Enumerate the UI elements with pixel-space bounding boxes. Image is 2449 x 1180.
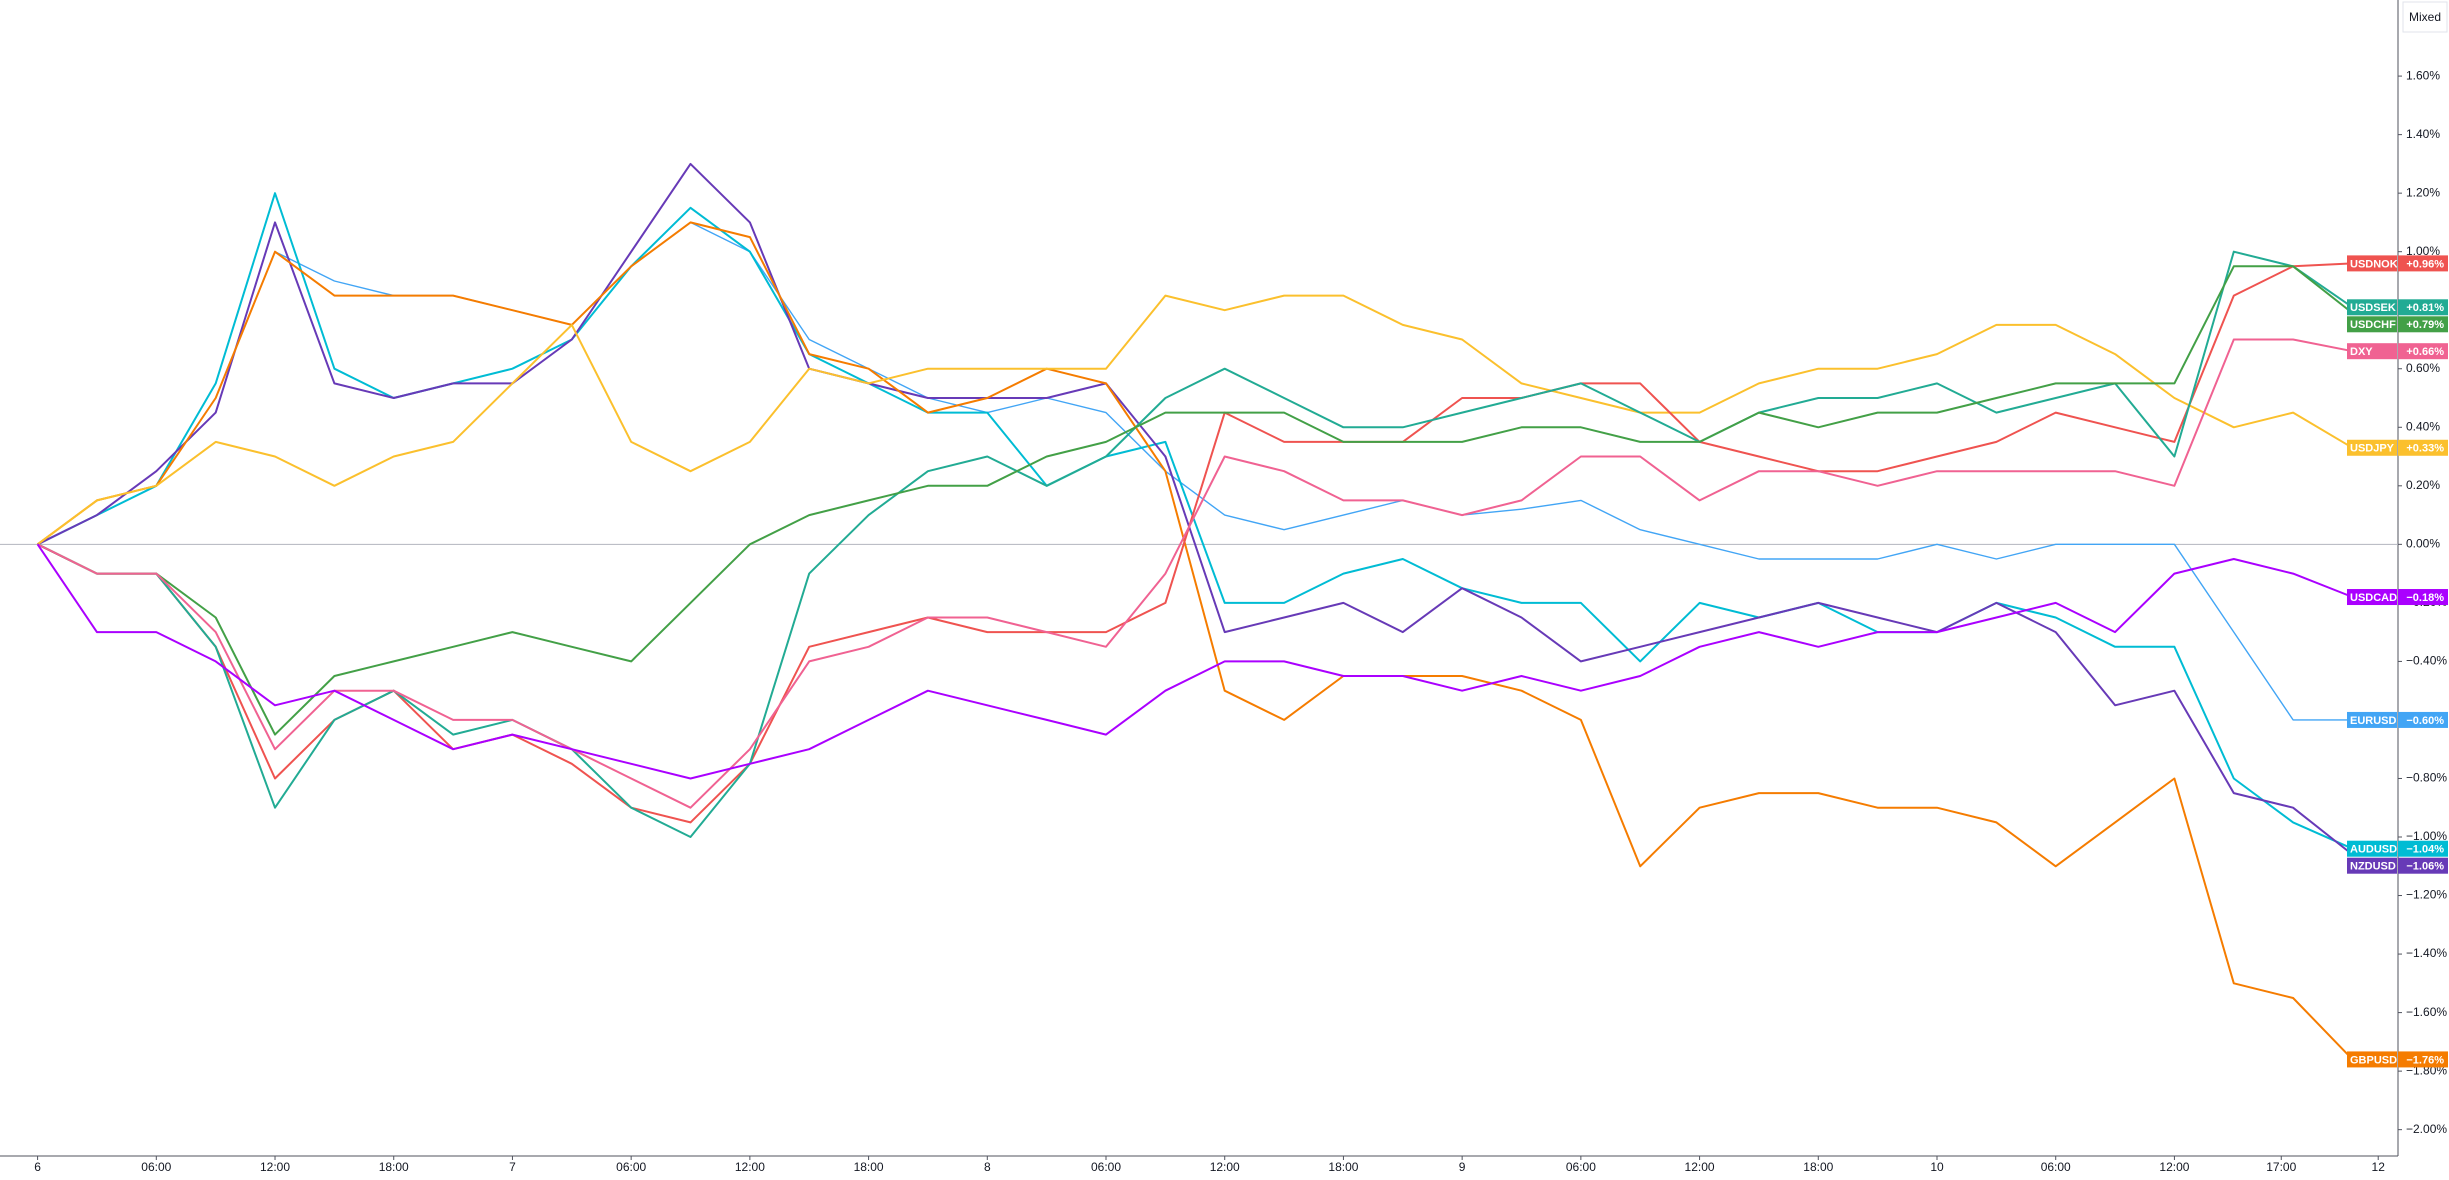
series-value-label: +0.33% bbox=[2406, 443, 2444, 455]
series-value-label: +0.79% bbox=[2406, 319, 2444, 331]
series-value-badge bbox=[2398, 1051, 2448, 1068]
series-line bbox=[36, 543, 2353, 780]
series-name: EURUSD bbox=[2350, 715, 2397, 727]
series-name: DXY bbox=[2350, 346, 2373, 358]
x-tick-label: 7 bbox=[509, 1160, 516, 1174]
series-name: AUDUSD bbox=[2350, 844, 2397, 856]
series-badge: USDSEK +0.81% bbox=[2347, 299, 2448, 316]
x-tick-label: 06:00 bbox=[141, 1160, 171, 1174]
series-value-badge bbox=[2398, 439, 2448, 456]
series-name: USDCHF bbox=[2350, 319, 2396, 331]
y-tick-label: −0.40% bbox=[2406, 654, 2447, 668]
series-line bbox=[37, 262, 2353, 824]
x-tick-label: 12:00 bbox=[735, 1160, 765, 1174]
series-name-badge bbox=[2347, 589, 2397, 606]
x-tick-label: 10 bbox=[1930, 1160, 1944, 1174]
x-tick-label: 06:00 bbox=[2041, 1160, 2071, 1174]
y-tick-label: −1.20% bbox=[2406, 888, 2447, 902]
y-tick-label: −0.80% bbox=[2406, 771, 2447, 785]
y-tick-label: 0.20% bbox=[2406, 478, 2440, 492]
x-tick-label: 18:00 bbox=[1803, 1160, 1833, 1174]
series-value-label: +0.96% bbox=[2406, 258, 2444, 270]
series-badge: USDCAD −0.18% bbox=[2347, 589, 2448, 606]
series-line bbox=[37, 265, 2354, 736]
series-value-badge bbox=[2398, 857, 2448, 874]
series-name: USDJPY bbox=[2350, 443, 2395, 455]
series-badge: USDJPY +0.33% bbox=[2347, 439, 2448, 456]
series-badge: NZDUSD −1.06% bbox=[2347, 857, 2448, 874]
series-value-label: −1.76% bbox=[2406, 1054, 2444, 1066]
series-value-badge bbox=[2398, 299, 2448, 316]
x-tick-label: 12:00 bbox=[2159, 1160, 2189, 1174]
x-tick-label: 18:00 bbox=[1328, 1160, 1358, 1174]
y-tick-label: −1.40% bbox=[2406, 946, 2447, 960]
y-tick-label: 0.60% bbox=[2406, 361, 2440, 375]
series-line bbox=[37, 338, 2353, 809]
x-tick-label: 17:00 bbox=[2266, 1160, 2296, 1174]
series-name: USDSEK bbox=[2350, 302, 2396, 314]
series-value-badge bbox=[2398, 840, 2448, 857]
x-tick-label: 9 bbox=[1459, 1160, 1466, 1174]
series-name-badge bbox=[2347, 316, 2397, 333]
series-name-badge bbox=[2347, 857, 2397, 874]
y-tick-label: −1.60% bbox=[2406, 1005, 2447, 1019]
series-value-label: −0.60% bbox=[2406, 715, 2444, 727]
series-value-badge bbox=[2398, 316, 2448, 333]
series-value-badge bbox=[2398, 255, 2448, 272]
series-name: GBPUSD bbox=[2350, 1054, 2397, 1066]
series-line bbox=[37, 192, 2353, 850]
y-tick-label: 1.60% bbox=[2406, 68, 2440, 82]
series-line bbox=[37, 162, 2354, 856]
x-tick-label: 18:00 bbox=[854, 1160, 884, 1174]
series-value-badge bbox=[2398, 589, 2448, 606]
series-name-badge bbox=[2347, 840, 2397, 857]
series-badge: EURUSD −0.60% bbox=[2347, 711, 2448, 728]
series-name-badge bbox=[2347, 255, 2397, 272]
series-badge: USDNOK +0.96% bbox=[2347, 255, 2448, 272]
scale-mode-button[interactable] bbox=[2402, 1, 2448, 33]
series-line bbox=[37, 250, 2354, 838]
x-tick-label: 6 bbox=[34, 1160, 41, 1174]
y-tick-label: 1.20% bbox=[2406, 185, 2440, 199]
x-tick-label: 18:00 bbox=[379, 1160, 409, 1174]
series-value-label: −1.04% bbox=[2406, 844, 2444, 856]
series-badge: DXY +0.66% bbox=[2347, 343, 2448, 360]
series-name: NZDUSD bbox=[2350, 861, 2396, 873]
series-value-badge bbox=[2398, 343, 2448, 360]
series-name-badge bbox=[2347, 439, 2397, 456]
series-line bbox=[37, 221, 2354, 1061]
y-tick-label: −2.00% bbox=[2406, 1122, 2447, 1136]
x-tick-label: 12:00 bbox=[1685, 1160, 1715, 1174]
series-name-badge bbox=[2347, 1051, 2397, 1068]
y-tick-label: 0.00% bbox=[2406, 537, 2440, 551]
series-line bbox=[37, 294, 2354, 546]
y-tick-label: 1.00% bbox=[2406, 244, 2440, 258]
series-name-badge bbox=[2347, 343, 2397, 360]
series-badge: USDCHF +0.79% bbox=[2347, 316, 2448, 333]
y-tick-label: −1.00% bbox=[2406, 829, 2447, 843]
x-tick-label: 12:00 bbox=[1210, 1160, 1240, 1174]
series-badge: GBPUSD −1.76% bbox=[2347, 1051, 2448, 1068]
series-badge: AUDUSD −1.04% bbox=[2347, 840, 2448, 857]
series-value-badge bbox=[2398, 711, 2448, 728]
series-name-badge bbox=[2347, 711, 2397, 728]
series-value-label: +0.66% bbox=[2406, 346, 2444, 358]
y-tick-label: 1.40% bbox=[2406, 127, 2440, 141]
x-tick-label: 12 bbox=[2372, 1160, 2386, 1174]
series-value-label: −1.06% bbox=[2406, 861, 2444, 873]
y-tick-label: 0.40% bbox=[2406, 419, 2440, 433]
x-tick-label: 12:00 bbox=[260, 1160, 290, 1174]
series-value-label: +0.81% bbox=[2406, 302, 2444, 314]
scale-mode-label[interactable]: Mixed bbox=[2409, 10, 2441, 24]
series-value-label: −0.18% bbox=[2406, 592, 2444, 604]
x-tick-label: 06:00 bbox=[1091, 1160, 1121, 1174]
x-tick-label: 8 bbox=[984, 1160, 991, 1174]
series-name-badge bbox=[2347, 299, 2397, 316]
series-name: USDCAD bbox=[2350, 592, 2397, 604]
series-name: USDNOK bbox=[2350, 258, 2398, 270]
x-tick-label: 06:00 bbox=[616, 1160, 646, 1174]
x-tick-label: 06:00 bbox=[1566, 1160, 1596, 1174]
